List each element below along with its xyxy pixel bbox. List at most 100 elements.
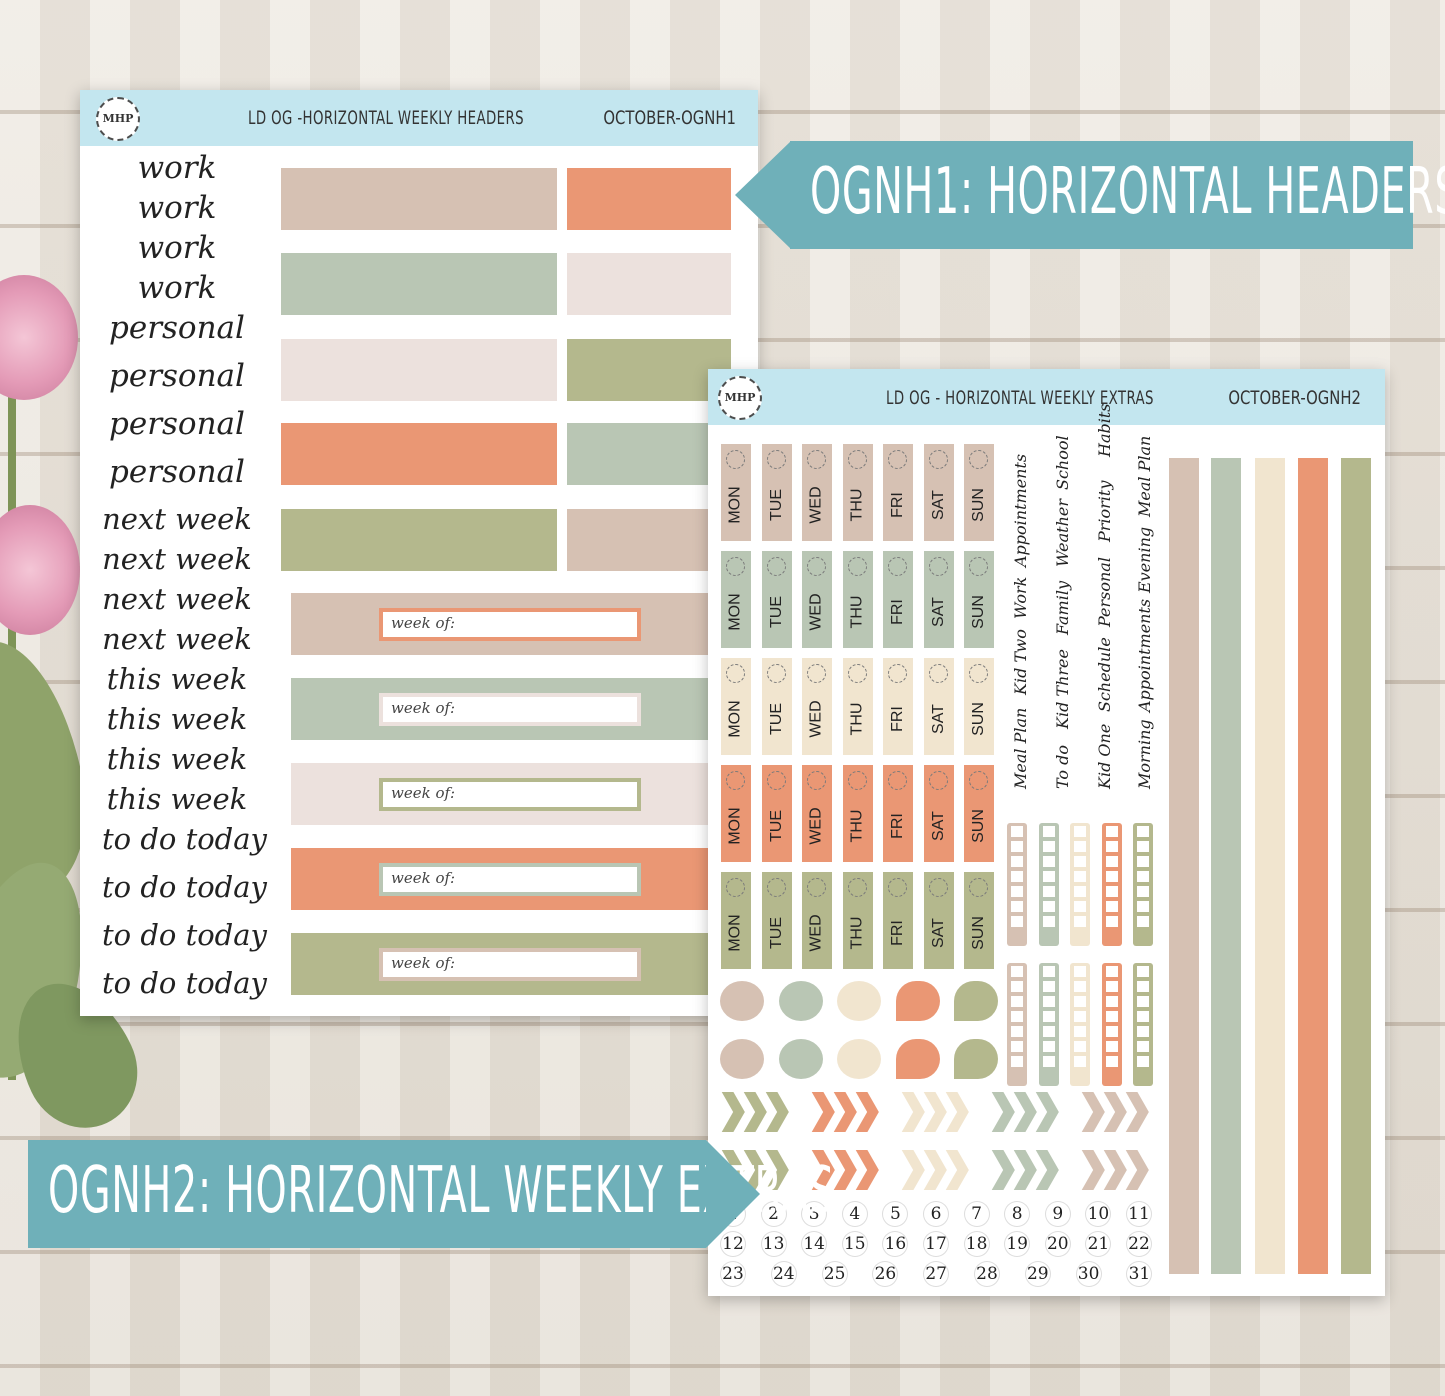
checkbox-strip: [1101, 963, 1122, 1086]
header-box: [567, 168, 731, 230]
flag-sticker: [837, 981, 881, 1021]
day-sticker-wed: WED: [802, 765, 832, 862]
day-label: TUE: [767, 703, 785, 735]
day-label: TUE: [767, 917, 785, 949]
header-box: [281, 423, 557, 485]
word-sticker: to do today: [102, 966, 267, 1000]
day-label: WED: [808, 807, 826, 845]
banner-text: OGNH1: HORIZONTAL HEADERS: [810, 155, 1445, 229]
checkbox-strip: [1007, 823, 1027, 946]
day-label: TUE: [767, 489, 785, 521]
circle-mark: [888, 878, 907, 897]
week-of-strip: week of:: [291, 678, 731, 740]
circle-mark: [766, 664, 786, 683]
word-sticker: next week: [102, 502, 252, 536]
date-number: 18: [964, 1232, 989, 1256]
header-box: [567, 339, 731, 401]
word-sticker: this week: [106, 742, 248, 776]
day-sticker-wed: WED: [802, 551, 832, 648]
day-label: WED: [808, 486, 826, 524]
header-box: [281, 253, 557, 315]
day-sticker-wed: WED: [802, 872, 832, 969]
week-of-field: week of:: [379, 778, 641, 811]
day-sticker-tue: TUE: [761, 658, 792, 755]
circle-mark: [847, 450, 867, 469]
sheet-header: MHP LD OG - HORIZONTAL WEEKLY EXTRAS OCT…: [708, 369, 1385, 425]
word-sticker: next week: [102, 582, 252, 616]
day-sticker-sat: SAT: [923, 765, 954, 862]
banner-arrow: [735, 141, 791, 249]
week-of-field: week of:: [379, 608, 641, 641]
date-number: 20: [1045, 1232, 1070, 1256]
circle-mark: [969, 557, 988, 576]
circle-mark: [847, 664, 867, 683]
day-sticker-thu: THU: [842, 658, 873, 755]
word-sticker: this week: [106, 702, 248, 736]
header-box: [281, 168, 557, 230]
checkbox-strip: [1007, 963, 1027, 1086]
chevron-arrow-sticker: [990, 1149, 1060, 1191]
day-label: MON: [727, 700, 745, 738]
date-number: 10: [1086, 1202, 1111, 1226]
week-of-field: week of:: [379, 693, 641, 726]
vertical-strip: [1255, 458, 1285, 1274]
circle-mark: [847, 557, 867, 576]
circle-mark: [766, 450, 786, 469]
circle-mark: [928, 771, 948, 790]
checkbox-strip: [1133, 823, 1153, 946]
sheet-header: MHP LD OG -HORIZONTAL WEEKLY HEADERS OCT…: [80, 90, 758, 146]
word-sticker: next week: [102, 622, 252, 656]
day-sticker-tue: TUE: [761, 444, 792, 541]
circle-mark: [847, 878, 867, 897]
word-sticker: to do today: [102, 822, 267, 856]
day-label: SUN: [970, 702, 987, 736]
sticker-sheet-extras: MHP LD OG - HORIZONTAL WEEKLY EXTRAS OCT…: [708, 369, 1385, 1296]
chevron-arrow-sticker: [1080, 1091, 1150, 1133]
date-number: 15: [842, 1232, 867, 1256]
date-number: 23: [721, 1262, 745, 1286]
date-number: 19: [1005, 1232, 1030, 1256]
day-sticker-sat: SAT: [923, 551, 954, 648]
day-label: FRI: [889, 492, 906, 518]
mhp-logo: MHP: [96, 97, 140, 141]
day-label: FRI: [889, 706, 906, 732]
vertical-word-sticker: Work: [1011, 576, 1030, 619]
day-sticker-tue: TUE: [761, 765, 792, 862]
circle-mark: [807, 771, 826, 790]
vertical-strip: [1211, 458, 1241, 1274]
chevron-arrow-sticker: [810, 1091, 880, 1133]
date-number: 6: [924, 1202, 948, 1226]
date-number: 7: [964, 1202, 989, 1226]
flag-sticker: [954, 1039, 998, 1079]
vertical-word-sticker: Kid Three: [1053, 649, 1072, 729]
day-sticker-mon: MON: [721, 444, 751, 541]
word-sticker: work: [137, 190, 217, 226]
flag-sticker: [837, 1039, 881, 1079]
circle-mark: [726, 557, 745, 576]
date-number: 26: [873, 1262, 898, 1286]
date-number: 31: [1127, 1262, 1152, 1286]
date-number: 9: [1045, 1202, 1070, 1226]
word-sticker: personal: [109, 406, 245, 442]
day-sticker-tue: TUE: [761, 551, 792, 648]
date-number: 8: [1005, 1202, 1030, 1226]
mhp-logo: MHP: [718, 376, 762, 420]
circle-mark: [766, 878, 786, 897]
word-sticker: this week: [106, 782, 248, 816]
vertical-strip: [1341, 458, 1371, 1274]
circle-mark: [928, 878, 948, 897]
circle-mark: [928, 450, 948, 469]
vertical-word-sticker: Appointments: [1135, 599, 1154, 713]
day-sticker-fri: FRI: [883, 765, 913, 862]
day-sticker-thu: THU: [842, 444, 873, 541]
vertical-word-sticker: Kid Two: [1011, 629, 1030, 696]
date-number: 3: [802, 1202, 827, 1226]
day-sticker-mon: MON: [721, 872, 751, 969]
day-sticker-thu: THU: [842, 765, 873, 862]
chevron-arrow-sticker: [900, 1091, 970, 1133]
checkbox-strip: [1038, 823, 1059, 946]
vertical-word-sticker: Morning: [1135, 719, 1154, 789]
day-sticker-sun: SUN: [964, 551, 994, 648]
sticker-sheet-headers: MHP LD OG -HORIZONTAL WEEKLY HEADERS OCT…: [80, 90, 758, 1016]
vertical-word-sticker: Family: [1053, 581, 1072, 636]
